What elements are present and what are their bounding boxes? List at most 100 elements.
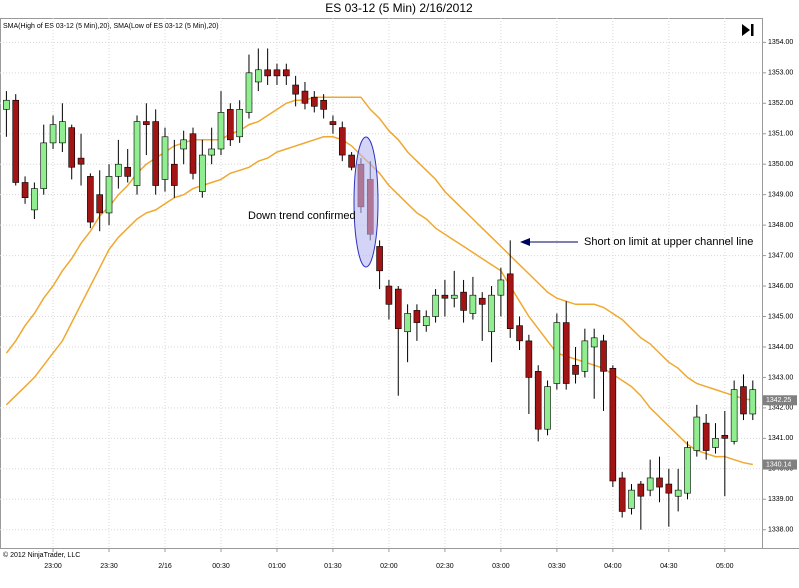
play-icon bbox=[742, 24, 750, 36]
candle-body bbox=[581, 340, 589, 372]
y-tick-label: 1338.00 bbox=[768, 527, 793, 534]
candle-body bbox=[618, 477, 626, 512]
y-tick-label: 1343.00 bbox=[768, 374, 793, 381]
candle-body bbox=[534, 371, 542, 430]
candle-body bbox=[68, 127, 76, 168]
candle-body bbox=[161, 136, 169, 180]
indicator-legend: SMA(High of ES 03-12 (5 Min),20), SMA(Lo… bbox=[3, 23, 219, 30]
y-tick-label: 1349.00 bbox=[768, 192, 793, 199]
candle-body bbox=[572, 364, 579, 375]
candle-body bbox=[40, 142, 48, 189]
candle-body bbox=[329, 121, 337, 125]
price-flag bbox=[763, 395, 797, 406]
candle-body bbox=[105, 176, 113, 214]
x-tick-label: 02:30 bbox=[436, 563, 454, 570]
y-tick-label: 1345.00 bbox=[768, 313, 793, 320]
candle-body bbox=[413, 310, 421, 323]
candle-body bbox=[49, 124, 57, 144]
candle-body bbox=[469, 294, 477, 314]
y-tick-label: 1341.00 bbox=[768, 435, 793, 442]
x-tick-label: 2/16 bbox=[158, 563, 172, 570]
candle-body bbox=[227, 109, 234, 141]
candle-body bbox=[497, 279, 505, 296]
candle-body bbox=[245, 72, 253, 113]
chart-title: ES 03-12 (5 Min) 2/16/2012 bbox=[325, 1, 473, 15]
candle-body bbox=[693, 416, 701, 451]
y-tick-label: 1353.00 bbox=[768, 70, 793, 77]
candle-body bbox=[348, 154, 355, 168]
candle-body bbox=[301, 90, 309, 104]
candle-body bbox=[217, 112, 225, 150]
candle-body bbox=[320, 99, 327, 110]
candle-body bbox=[292, 84, 299, 95]
annotation: Short on limit at upper channel line bbox=[584, 236, 753, 248]
arrow-head bbox=[520, 238, 530, 246]
y-tick-label: 1348.00 bbox=[768, 222, 793, 229]
candle-body bbox=[656, 477, 663, 488]
bar-icon bbox=[751, 24, 754, 36]
y-tick-label: 1351.00 bbox=[768, 131, 793, 138]
y-tick-label: 1352.00 bbox=[768, 100, 793, 107]
candle-body bbox=[208, 148, 215, 156]
y-tick-label: 1342.00 bbox=[768, 405, 793, 412]
candle-body bbox=[422, 316, 430, 326]
candle-body bbox=[133, 121, 141, 186]
candle-body bbox=[96, 194, 103, 214]
candle-body bbox=[506, 273, 514, 329]
sma-line bbox=[5, 96, 753, 402]
candle-body bbox=[749, 389, 757, 415]
candle-body bbox=[77, 157, 85, 165]
candle-body bbox=[590, 337, 598, 348]
x-tick-label: 01:00 bbox=[268, 563, 286, 570]
x-tick-label: 03:00 bbox=[492, 563, 510, 570]
candle-body bbox=[338, 127, 346, 156]
candle-body bbox=[646, 477, 654, 491]
candle-body bbox=[31, 188, 38, 211]
candle-body bbox=[180, 139, 187, 150]
candle-body bbox=[273, 69, 281, 77]
candle-body bbox=[310, 96, 318, 107]
price-flag-label: 1342.25 bbox=[766, 397, 791, 404]
candle-body bbox=[264, 69, 271, 77]
plot-area: 1338.001339.001340.001341.001342.001343.… bbox=[0, 18, 793, 570]
scroll-end-button[interactable] bbox=[738, 22, 758, 38]
x-tick-label: 23:30 bbox=[100, 563, 118, 570]
candle-body bbox=[730, 389, 738, 442]
candle-body bbox=[21, 182, 29, 199]
y-tick-label: 1344.00 bbox=[768, 344, 793, 351]
candle-body bbox=[740, 386, 747, 415]
highlight-ellipse bbox=[353, 136, 379, 268]
x-tick-label: 03:30 bbox=[548, 563, 566, 570]
candle-body bbox=[441, 294, 449, 299]
candle-body bbox=[609, 367, 617, 482]
y-tick-label: 1354.00 bbox=[768, 39, 793, 46]
annotation: Down trend confirmed bbox=[248, 210, 356, 222]
candle-body bbox=[525, 340, 533, 378]
candle-body bbox=[255, 69, 262, 83]
candle-body bbox=[394, 288, 402, 329]
candle-body bbox=[674, 489, 682, 497]
candle-body bbox=[171, 163, 178, 186]
candle-body bbox=[488, 294, 495, 333]
candle-body bbox=[460, 291, 467, 311]
x-tick-label: 01:30 bbox=[324, 563, 342, 570]
x-tick-label: 00:30 bbox=[212, 563, 230, 570]
price-flag bbox=[763, 459, 797, 470]
y-tick-label: 1339.00 bbox=[768, 496, 793, 503]
candle-body bbox=[712, 438, 719, 448]
candle-body bbox=[199, 154, 206, 192]
candle-body bbox=[553, 322, 561, 384]
x-tick-label: 23:00 bbox=[44, 563, 62, 570]
candle-body bbox=[516, 325, 523, 342]
candle-body bbox=[59, 121, 66, 144]
candle-body bbox=[152, 121, 159, 186]
candle-body bbox=[376, 246, 383, 272]
candle-body bbox=[665, 483, 673, 494]
candle-body bbox=[189, 133, 197, 174]
candle-body bbox=[562, 322, 570, 384]
candle-body bbox=[721, 434, 729, 439]
candle-body bbox=[404, 313, 411, 333]
candle-body bbox=[628, 489, 635, 509]
candle-body bbox=[3, 99, 10, 110]
